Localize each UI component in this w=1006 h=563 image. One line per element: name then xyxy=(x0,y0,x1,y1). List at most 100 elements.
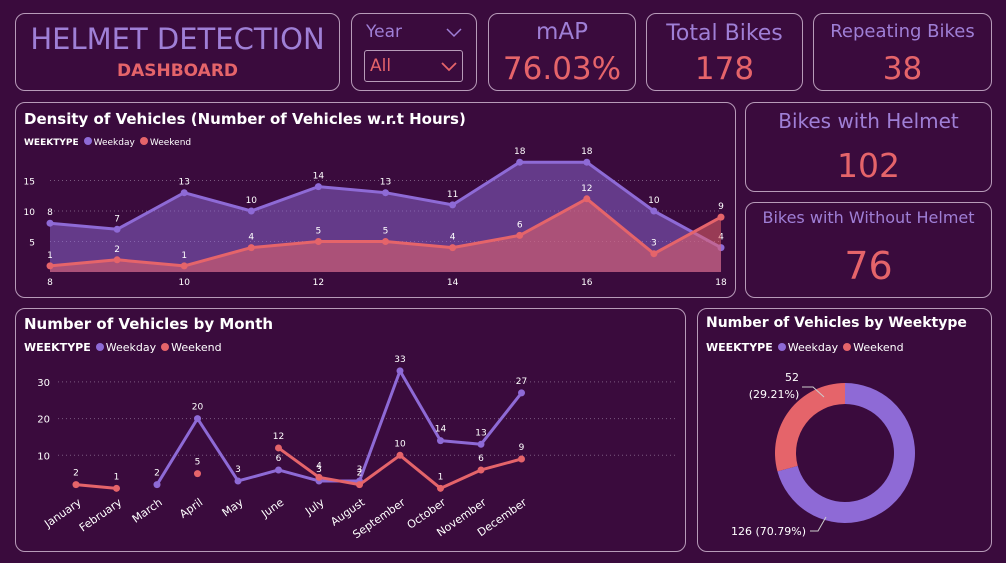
kpi-total-bikes-value: 178 xyxy=(694,51,755,87)
kpi-with-helmet-card: Bikes with Helmet 102 xyxy=(745,102,992,192)
kpi-map-label: mAP xyxy=(535,19,588,45)
legend-weekday-label: Weekday xyxy=(105,341,157,354)
data-label: 14 xyxy=(313,172,325,182)
data-point xyxy=(437,484,444,492)
data-point xyxy=(477,466,485,474)
weektype-donut-chart: 52 (29.21%) 126 (70.79%) xyxy=(731,371,915,538)
legend-weekend-label: Weekend xyxy=(149,138,192,148)
density-chart: 5101581012141618871310141311181810412145… xyxy=(24,147,727,288)
data-label: 13 xyxy=(178,178,189,188)
data-point xyxy=(113,484,120,492)
data-point xyxy=(583,195,591,203)
legend-weekend-dot xyxy=(843,343,852,351)
chevron-down-icon[interactable] xyxy=(446,28,462,38)
kpi-with-helmet-value: 102 xyxy=(837,146,900,185)
legend-weekday-dot xyxy=(83,137,92,145)
data-label: 2 xyxy=(154,469,160,479)
x-tick-label: 10 xyxy=(178,278,190,288)
series-line-weekday xyxy=(155,369,523,486)
data-label: 1 xyxy=(114,472,120,482)
x-tick-label: May xyxy=(220,496,246,520)
data-point xyxy=(275,466,282,474)
data-label: 5 xyxy=(195,458,201,468)
legend-title: WEEKTYPE xyxy=(24,138,79,148)
data-point xyxy=(518,455,525,463)
kpi-total-bikes-card: Total Bikes 178 xyxy=(646,13,803,91)
weektype-chart-legend: WEEKTYPE Weekday Weekend xyxy=(706,341,904,354)
data-point xyxy=(382,238,389,245)
x-tick-label: 12 xyxy=(313,278,324,288)
data-label: 18 xyxy=(581,147,593,157)
legend-weekday-label: Weekday xyxy=(93,138,135,148)
y-tick-label: 15 xyxy=(24,178,35,188)
data-point xyxy=(247,207,255,215)
data-label: 5 xyxy=(316,227,322,237)
data-point xyxy=(382,189,389,197)
pie-slice-weekday xyxy=(777,383,915,523)
month-chart-title: Number of Vehicles by Month xyxy=(24,315,274,333)
data-point xyxy=(315,473,323,481)
data-point xyxy=(449,244,457,252)
kpi-map-card: mAP 76.03% xyxy=(488,13,636,91)
data-label: 14 xyxy=(435,425,447,435)
series-line-weekend xyxy=(75,483,117,490)
data-point xyxy=(516,231,524,239)
data-label: 13 xyxy=(380,178,391,188)
data-point xyxy=(516,158,524,166)
leader-line xyxy=(802,386,825,398)
data-point xyxy=(180,189,188,197)
data-label: 3 xyxy=(316,465,322,475)
density-chart-legend: WEEKTYPE Weekday Weekend xyxy=(24,137,191,148)
data-label: 20 xyxy=(192,403,204,413)
data-point xyxy=(46,219,54,227)
year-select[interactable]: All xyxy=(364,50,463,82)
data-point xyxy=(46,262,54,270)
data-label: 10 xyxy=(648,196,660,206)
y-tick-label: 5 xyxy=(29,239,35,249)
kpi-total-bikes-label: Total Bikes xyxy=(666,21,783,46)
x-tick-label: 18 xyxy=(715,278,727,288)
data-label: 9 xyxy=(718,202,724,212)
legend-title: WEEKTYPE xyxy=(24,341,91,354)
data-point xyxy=(234,477,242,485)
legend-weekend-dot xyxy=(139,137,148,145)
legend-weekend-dot xyxy=(161,343,170,351)
x-tick-label: March xyxy=(130,496,165,526)
y-tick-label: 20 xyxy=(37,415,50,426)
data-label: 3 xyxy=(235,465,241,475)
pie-label: (29.21%) xyxy=(749,388,800,401)
data-label: 4 xyxy=(248,233,254,243)
data-point xyxy=(314,238,322,245)
data-label: 1 xyxy=(181,251,187,261)
data-label: 12 xyxy=(581,184,592,194)
data-label: 6 xyxy=(517,220,523,230)
x-tick-label: June xyxy=(258,496,286,521)
data-label: 2 xyxy=(357,469,363,479)
data-label: 2 xyxy=(114,245,120,255)
data-label: 1 xyxy=(438,472,444,482)
month-chart-card: Number of Vehicles by Month WEEKTYPE Week… xyxy=(15,308,686,552)
data-point xyxy=(477,440,485,448)
data-point xyxy=(247,244,255,252)
kpi-without-helmet-card: Bikes with Without Helmet 76 xyxy=(745,202,992,298)
dashboard-subtitle: DASHBOARD xyxy=(116,61,239,81)
kpi-without-helmet-label: Bikes with Without Helmet xyxy=(762,208,975,227)
density-chart-title: Density of Vehicles (Number of Vehicles … xyxy=(24,110,466,128)
legend-title: WEEKTYPE xyxy=(706,341,773,354)
x-tick-label: April xyxy=(177,496,205,521)
y-tick-label: 10 xyxy=(24,208,36,218)
data-point xyxy=(153,481,161,489)
kpi-repeating-bikes-value: 38 xyxy=(882,51,923,87)
data-label: 3 xyxy=(357,465,363,475)
legend-weekend-label: Weekend xyxy=(853,341,904,354)
legend-weekday-dot xyxy=(95,343,104,351)
data-label: 5 xyxy=(383,227,389,237)
data-label: 12 xyxy=(273,432,284,442)
data-label: 6 xyxy=(478,454,484,464)
legend-weekday-label: Weekday xyxy=(787,341,839,354)
x-tick-label: 8 xyxy=(47,278,53,288)
kpi-with-helmet-label: Bikes with Helmet xyxy=(778,109,959,133)
data-label: 6 xyxy=(276,454,282,464)
dashboard-title: HELMET DETECTION xyxy=(30,22,325,56)
